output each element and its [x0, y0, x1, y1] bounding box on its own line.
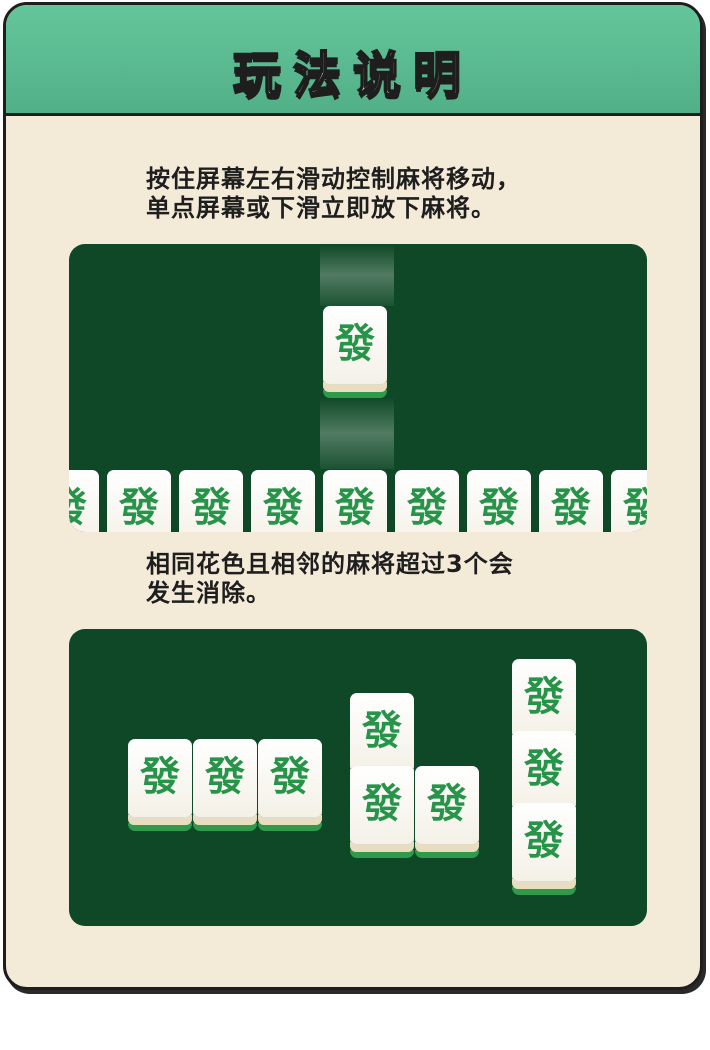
- instruction-1-line-2: 单点屏幕或下滑立即放下麻将。: [146, 194, 496, 222]
- match-tile-horizontal: 發: [258, 739, 322, 831]
- tile-row-item: 發: [395, 470, 459, 532]
- match-tile-horizontal: 發: [128, 739, 192, 831]
- tile-row-item: 發: [467, 470, 531, 532]
- match-tile-horizontal: 發: [193, 739, 257, 831]
- instruction-text-2: 相同花色且相邻的麻将超过3个会 发生消除。: [146, 550, 514, 608]
- instruction-text-1: 按住屏幕左右滑动控制麻将移动， 单点屏幕或下滑立即放下麻将。: [146, 165, 521, 223]
- match-tile-l-shape: 發: [415, 766, 479, 858]
- tile-row-item: 發: [107, 470, 171, 532]
- falling-tile: 發: [323, 306, 387, 398]
- drop-beam-top: [320, 244, 394, 306]
- header-bar: 玩法说明: [6, 5, 700, 116]
- match-tile-vertical: 發: [512, 659, 576, 751]
- tile-row-item: 發: [539, 470, 603, 532]
- instruction-2-line-1: 相同花色且相邻的麻将超过3个会: [146, 550, 514, 578]
- tile-row-item: 發: [251, 470, 315, 532]
- tile-row-item: 發: [323, 470, 387, 532]
- demo-board-match: 發 發 發 發 發 發 發 發: [69, 629, 647, 926]
- tile-glyph: 發: [335, 320, 375, 367]
- rules-card: 玩法说明 按住屏幕左右滑动控制麻将移动， 单点屏幕或下滑立即放下麻将。 發 發 …: [3, 2, 703, 990]
- instruction-1-line-1: 按住屏幕左右滑动控制麻将移动，: [146, 165, 521, 193]
- page-title: 玩法说明: [232, 46, 473, 104]
- match-tile-vertical: 發: [512, 803, 576, 895]
- bottom-blank-area: [0, 1018, 710, 1050]
- demo-board-drop: 發 發 發 發 發 發 發 發: [69, 244, 647, 532]
- drop-beam-bottom: [320, 397, 394, 469]
- match-tile-l-shape: 發: [350, 766, 414, 858]
- tile-row-item: 發: [179, 470, 243, 532]
- tile-row-item: 發: [69, 470, 99, 532]
- tile-row-item: 發: [611, 470, 647, 532]
- instruction-2-line-2: 发生消除。: [146, 579, 271, 607]
